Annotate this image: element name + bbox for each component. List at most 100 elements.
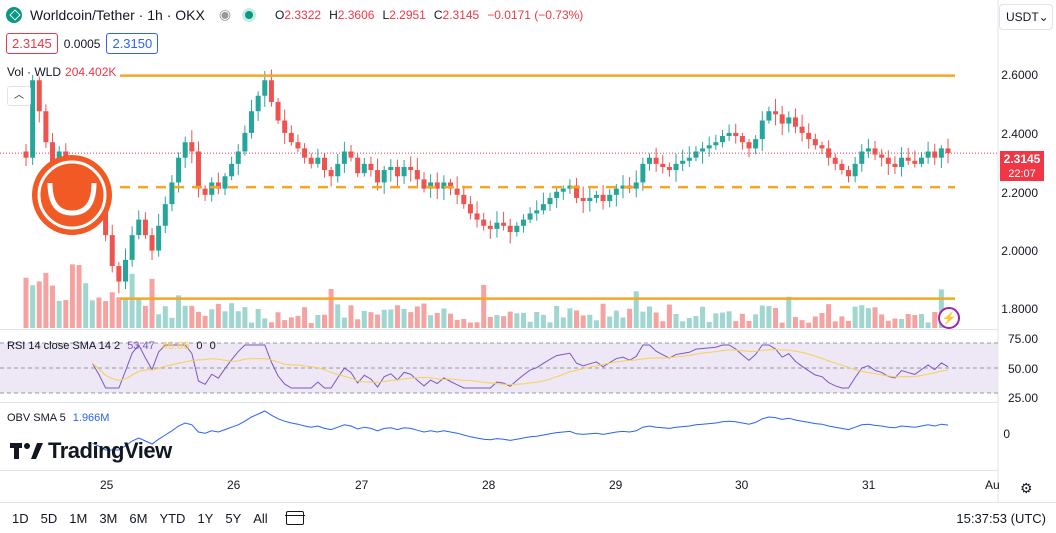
volume-bar (753, 314, 759, 328)
candle-body (865, 148, 871, 152)
eye-icon[interactable]: ◉ (218, 6, 232, 22)
pane-divider[interactable] (0, 329, 998, 330)
buy-button[interactable]: 2.3150 (106, 33, 159, 54)
timeframe-5y[interactable]: 5Y (225, 510, 242, 526)
volume-bar (83, 283, 89, 328)
collapse-legend-button[interactable]: ︿ (7, 86, 31, 106)
volume-bar (222, 311, 228, 328)
candle-body (554, 191, 560, 198)
candle-body (580, 197, 586, 202)
calendar-icon[interactable] (284, 511, 305, 525)
candle-body (879, 154, 885, 158)
volume-bar (275, 312, 281, 328)
timeframe-6m[interactable]: 6M (129, 510, 148, 526)
timeframe-all[interactable]: All (253, 510, 268, 526)
timeframe-1d[interactable]: 1D (12, 510, 29, 526)
volume-bar (647, 306, 653, 328)
candle-body (700, 148, 706, 152)
volume-bar (474, 322, 480, 328)
timeframe-1y[interactable]: 1Y (197, 510, 214, 526)
volume-bar (746, 321, 752, 328)
candle-body (753, 139, 759, 149)
volume-bar (633, 291, 639, 328)
volume-bar (540, 314, 546, 328)
volume-bar (63, 300, 69, 328)
currency-label: USDT (1006, 10, 1039, 24)
candle-body (321, 157, 327, 171)
candle-body (653, 157, 659, 164)
candle-body (540, 204, 546, 211)
candle-body (235, 151, 241, 164)
candle-body (255, 95, 261, 112)
candle-body (467, 204, 473, 214)
candle-body (574, 185, 580, 198)
candle-body (381, 170, 387, 183)
volume-bar (408, 312, 414, 328)
volume-bar (109, 292, 115, 328)
price-tick: 2.0000 (1001, 244, 1038, 258)
candle-body (222, 176, 228, 189)
volume-bar (481, 284, 487, 328)
obv-tick: 0 (1003, 427, 1010, 441)
volume-bar (36, 281, 42, 328)
volume-bar (879, 314, 885, 328)
candle-body (302, 148, 308, 158)
price-tick: 2.4000 (1001, 127, 1038, 141)
candle-body (355, 157, 361, 174)
candle-body (726, 132, 732, 136)
symbol-title[interactable]: Worldcoin/Tether · 1h · OKX (30, 6, 205, 23)
time-tick: 28 (482, 478, 496, 492)
volume-bar (441, 308, 447, 328)
candle-body (421, 179, 427, 189)
lightning-icon[interactable]: ⚡ (938, 307, 960, 329)
volume-bar (666, 304, 672, 328)
overlay-logo-icon (32, 155, 112, 235)
candle-body (428, 182, 434, 189)
volume-bar (202, 315, 208, 328)
candle-body (660, 163, 666, 167)
candle-body (633, 182, 639, 189)
volume-bar (282, 320, 288, 328)
time-axis-divider (0, 470, 998, 471)
candle-body (872, 148, 878, 155)
candle-body (441, 182, 447, 189)
timeframe-ytd[interactable]: YTD (159, 510, 186, 526)
volume-bar (235, 311, 241, 328)
tradingview-logo[interactable]: TradingView (10, 438, 172, 464)
volume-bar (176, 295, 182, 328)
clock[interactable]: 15:37:53 (UTC) (956, 511, 1046, 526)
volume-bar (640, 311, 646, 328)
rsi-tick: 25.00 (1007, 391, 1038, 405)
candle-body (209, 182, 215, 195)
volume-bar (89, 300, 95, 328)
sell-button[interactable]: 2.3145 (6, 33, 58, 54)
volume-bar (892, 318, 898, 328)
volume-bar (381, 309, 387, 328)
candle-body (733, 132, 739, 136)
candle-body (673, 163, 679, 171)
volume-bar (335, 304, 341, 328)
volume-bar (421, 303, 427, 328)
candle-body (812, 139, 818, 146)
candle-body (693, 151, 699, 158)
currency-selector[interactable]: USDT ⌄ (999, 4, 1053, 30)
volume-bar (693, 315, 699, 328)
candle-body (560, 188, 566, 192)
volume-bar (76, 264, 82, 328)
timeframe-3m[interactable]: 3M (99, 510, 118, 526)
volume-bar (779, 322, 785, 328)
candle-body (43, 111, 49, 143)
candle-body (262, 80, 268, 96)
volume-bar (414, 306, 420, 328)
gear-icon[interactable]: ⚙ (1020, 480, 1033, 496)
quote-panel: 2.3145 0.0005 2.3150 (6, 33, 159, 54)
change-value: −0.0171 (−0.73%) (487, 7, 584, 22)
volume-bar (401, 308, 407, 328)
timeframe-1m[interactable]: 1M (69, 510, 88, 526)
volume-bar (839, 316, 845, 328)
pane-divider[interactable] (0, 402, 998, 403)
volume-bar (43, 272, 49, 328)
timeframe-5d[interactable]: 5D (40, 510, 58, 526)
volume-bar (242, 307, 248, 328)
